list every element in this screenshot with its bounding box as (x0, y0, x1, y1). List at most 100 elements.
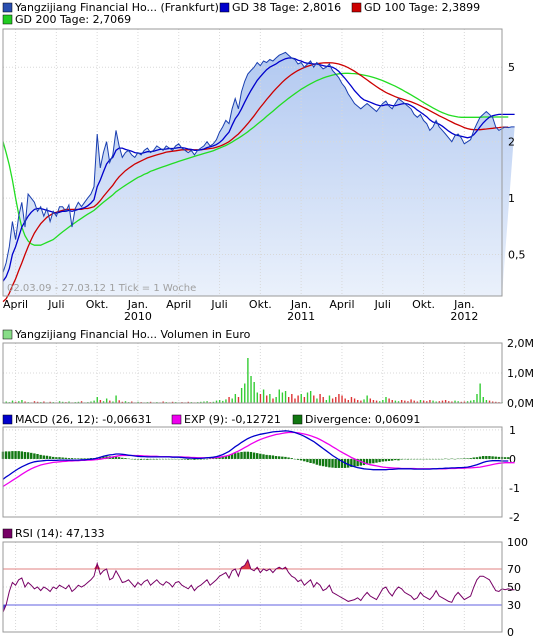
divergence-bar (265, 454, 268, 459)
legend-swatch-price (2, 2, 13, 13)
rsi-y-tick-label: 100 (507, 536, 528, 549)
divergence-bar (149, 458, 152, 460)
volume-bar (331, 398, 334, 403)
divergence-bar (67, 458, 71, 459)
volume-bar (479, 383, 481, 403)
divergence-bar (196, 458, 199, 460)
legend-swatch-gd38 (219, 2, 230, 13)
divergence-bar (478, 456, 482, 459)
volume-y-tick-label: 0,0M (507, 397, 534, 410)
x-tick-label: Juli (374, 298, 391, 311)
rsi-y-tick-label: 50 (507, 581, 521, 594)
volume-bar (435, 401, 437, 403)
divergence-bar (83, 458, 86, 459)
volume-bar (102, 401, 105, 403)
volume-bar (466, 401, 469, 403)
divergence-bar (99, 456, 102, 459)
divergence-bar (268, 455, 271, 459)
volume-bar (319, 394, 321, 403)
volume-bar (347, 400, 350, 403)
volume-bar (234, 394, 237, 403)
divergence-bar (121, 457, 124, 459)
volume-bar (237, 397, 240, 403)
legend-label-gd38: GD 38 Tage: 2,8016 (232, 1, 341, 14)
volume-bar (240, 388, 243, 403)
volume-bar (426, 401, 428, 403)
volume-bar (253, 382, 255, 403)
volume-bar (366, 395, 368, 403)
volume-bar (470, 400, 472, 403)
gd38-line (2, 57, 515, 282)
volume-bar (419, 400, 422, 403)
volume-bar (454, 400, 456, 403)
divergence-bar (102, 456, 105, 459)
divergence-bar (481, 456, 485, 459)
volume-bar (96, 397, 98, 403)
legend-label-volume: Yangzijiang Financial Ho... Volumen in E… (14, 328, 251, 341)
volume-bar (429, 400, 431, 403)
divergence-bar (368, 458, 372, 464)
divergence-bar (256, 453, 259, 459)
volume-bar (316, 398, 318, 403)
divergence-bar (397, 458, 400, 461)
divergence-bar (384, 458, 388, 462)
volume-bar (77, 401, 80, 403)
divergence-bar (143, 458, 146, 460)
volume-bar (335, 397, 337, 403)
volume-bar (215, 400, 218, 403)
price-y-tick-label: 1 (508, 192, 515, 205)
price-panel: 5 2 1 0,5 (2, 28, 526, 303)
divergence-bar (227, 455, 231, 459)
volume-bar (200, 401, 202, 403)
divergence-bar (186, 458, 190, 460)
divergence-bar (17, 451, 20, 459)
volume-bar (303, 397, 306, 403)
divergence-bar (259, 453, 262, 459)
divergence-bar (277, 456, 281, 459)
volume-bar (49, 401, 51, 403)
divergence-bar (252, 452, 256, 459)
divergence-bar (243, 451, 246, 459)
divergence-bar (58, 457, 61, 459)
volume-bar (162, 401, 164, 403)
divergence-bar (503, 457, 507, 459)
divergence-bar (378, 458, 381, 463)
legend-label-price: Yangzijiang Financial Ho... (Frankfurt) (14, 1, 219, 14)
volume-bar (485, 400, 488, 403)
legend-label-gd100: GD 100 Tage: 2,3899 (364, 1, 480, 14)
macd-y-tick-label: -1 (509, 482, 520, 495)
divergence-bar (507, 457, 510, 459)
divergence-bar (406, 458, 410, 460)
rsi-y-tick-label: 0 (507, 626, 514, 639)
divergence-bar (152, 458, 155, 460)
volume-bar (313, 395, 315, 403)
volume-bar (297, 395, 299, 403)
volume-bar (262, 389, 265, 403)
divergence-bar (193, 458, 196, 460)
divergence-bar (340, 458, 344, 468)
volume-bar (438, 401, 441, 403)
x-tick-label: Juli (210, 298, 227, 311)
x-tick-label: Jan. (127, 298, 148, 311)
volume-bar (187, 401, 189, 403)
divergence-bar (26, 452, 30, 459)
divergence-bar (372, 458, 375, 464)
price-y-tick-label: 5 (508, 61, 515, 74)
volume-bar (448, 401, 450, 403)
legend-swatch-divergence (292, 414, 303, 425)
volume-bar (62, 401, 64, 403)
rsi-panel: 100 70 50 30 0 (2, 536, 528, 639)
divergence-bar (61, 457, 64, 459)
volume-bar (460, 401, 463, 403)
volume-bar (68, 401, 70, 403)
volume-bar (350, 397, 353, 403)
volume-bar (250, 376, 252, 403)
volume-bar (256, 392, 259, 403)
volume-bar (228, 397, 230, 403)
volume-legend: Yangzijiang Financial Ho... Volumen in E… (2, 328, 251, 341)
divergence-bar (146, 458, 149, 460)
divergence-bar (8, 451, 11, 459)
legend-swatch-volume (2, 329, 13, 340)
volume-bar (410, 399, 412, 403)
